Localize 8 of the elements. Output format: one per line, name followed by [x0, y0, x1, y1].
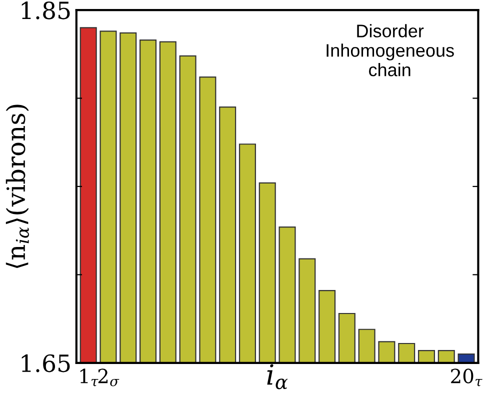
annotation: Disorder Inhomogeneous chain: [326, 24, 454, 76]
x-tick-label: 2$_{σ}$: [98, 368, 120, 386]
x-tick-label: 20$_{τ}$: [451, 368, 482, 386]
x-axis-title: i$_{α}$: [267, 364, 288, 390]
y-tick-label: 1.65: [22, 354, 70, 372]
x-tick-label: 1$_{τ}$: [80, 368, 98, 386]
y-tick-label: 1.85: [22, 1, 70, 20]
y-axis-title: ⟨n$_{iα}$⟩(vibrons): [6, 104, 29, 268]
